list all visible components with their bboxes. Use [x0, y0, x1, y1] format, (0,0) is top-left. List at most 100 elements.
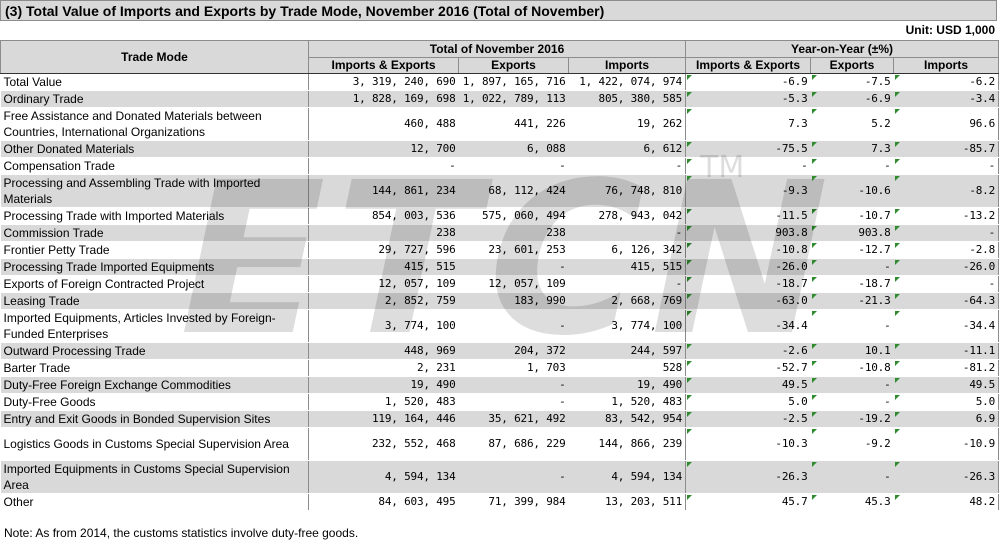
row-label: Processing and Assembling Trade with Imp…	[0, 174, 309, 208]
yoy-exports: -10.7	[810, 207, 894, 225]
yoy-imports-exports: 7.3	[685, 107, 811, 141]
yoy-exports: -	[810, 376, 894, 394]
yoy-exports: 45.3	[810, 493, 894, 511]
yoy-imports: -3.4	[893, 90, 999, 108]
value-imports: -	[568, 275, 686, 293]
yoy-exports: -18.7	[810, 275, 894, 293]
value-imports-exports: 854, 003, 536	[308, 207, 459, 225]
value-exports: -	[458, 376, 569, 394]
unit-label: Unit: USD 1,000	[905, 23, 995, 37]
yoy-exports: -10.6	[810, 174, 894, 208]
value-imports-exports: 415, 515	[308, 258, 459, 276]
value-exports: 1, 703	[458, 359, 569, 377]
table-row: Exports of Foreign Contracted Project 12,…	[0, 275, 999, 293]
value-exports: 441, 226	[458, 107, 569, 141]
yoy-imports: 48.2	[893, 493, 999, 511]
value-imports: 244, 597	[568, 342, 686, 360]
value-imports-exports: 3, 319, 240, 690	[308, 73, 459, 91]
value-exports: 23, 601, 253	[458, 241, 569, 259]
row-label: Duty-Free Foreign Exchange Commodities	[0, 376, 309, 394]
table-row: Duty-Free Foreign Exchange Commodities 19…	[0, 376, 999, 394]
yoy-imports-exports: -	[685, 157, 811, 175]
value-imports: -	[568, 224, 686, 242]
row-label: Compensation Trade	[0, 157, 309, 175]
yoy-imports-exports: 903.8	[685, 224, 811, 242]
yoy-exports: 10.1	[810, 342, 894, 360]
yoy-imports-exports: -2.6	[685, 342, 811, 360]
value-imports: 83, 542, 954	[568, 410, 686, 428]
yoy-imports-exports: -6.9	[685, 73, 811, 91]
table-row: Free Assistance and Donated Materials be…	[0, 107, 999, 141]
row-label: Imported Equipments in Customs Special S…	[0, 460, 309, 494]
value-imports-exports: 29, 727, 596	[308, 241, 459, 259]
header-yoy-exports: Exports	[810, 57, 895, 74]
table-row: Other Donated Materials 12, 700 6, 088 6, 6…	[0, 140, 999, 158]
yoy-imports: -6.2	[893, 73, 999, 91]
yoy-imports: -34.4	[893, 309, 999, 343]
yoy-exports: -10.8	[810, 359, 894, 377]
yoy-exports: -	[810, 258, 894, 276]
value-imports-exports: 119, 164, 446	[308, 410, 459, 428]
value-imports: 76, 748, 810	[568, 174, 686, 208]
value-exports: 1, 897, 165, 716	[458, 73, 569, 91]
yoy-imports-exports: -5.3	[685, 90, 811, 108]
row-label: Logistics Goods in Customs Special Super…	[0, 427, 309, 461]
row-label: Outward Processing Trade	[0, 342, 309, 360]
yoy-imports: 96.6	[893, 107, 999, 141]
yoy-exports: -7.5	[810, 73, 894, 91]
table-row: Other 84, 603, 495 71, 399, 984 13, 203, 51…	[0, 493, 999, 511]
value-imports-exports: 2, 231	[308, 359, 459, 377]
row-label: Other	[0, 493, 309, 511]
yoy-imports: -8.2	[893, 174, 999, 208]
yoy-imports-exports: -26.3	[685, 460, 811, 494]
header-group-total: Total of November 2016	[307, 40, 687, 58]
value-imports: 4, 594, 134	[568, 460, 686, 494]
value-exports: 35, 621, 492	[458, 410, 569, 428]
row-label: Total Value	[0, 73, 309, 91]
header-total-imports-exports: Imports & Exports	[308, 57, 459, 74]
value-exports: -	[458, 258, 569, 276]
header-total-exports: Exports	[458, 57, 569, 74]
yoy-imports: 6.9	[893, 410, 999, 428]
row-label: Leasing Trade	[0, 292, 309, 310]
row-label: Exports of Foreign Contracted Project	[0, 275, 309, 293]
yoy-imports: -13.2	[893, 207, 999, 225]
value-imports-exports: 1, 828, 169, 698	[308, 90, 459, 108]
row-label: Processing Trade with Imported Materials	[0, 207, 309, 225]
table-row: Logistics Goods in Customs Special Super…	[0, 427, 999, 461]
table-row: Entry and Exit Goods in Bonded Supervisi…	[0, 410, 999, 428]
row-label: Duty-Free Goods	[0, 393, 309, 411]
yoy-exports: 7.3	[810, 140, 894, 158]
row-label: Commission Trade	[0, 224, 309, 242]
yoy-imports: -	[893, 224, 999, 242]
table-row: Frontier Petty Trade 29, 727, 596 23, 601,…	[0, 241, 999, 259]
value-imports-exports: 2, 852, 759	[308, 292, 459, 310]
value-exports: 71, 399, 984	[458, 493, 569, 511]
yoy-exports: -19.2	[810, 410, 894, 428]
header-trade-mode: Trade Mode	[0, 40, 309, 74]
yoy-imports: -	[893, 157, 999, 175]
table-row: Processing and Assembling Trade with Imp…	[0, 174, 999, 208]
value-imports-exports: 232, 552, 468	[308, 427, 459, 461]
table-row: Ordinary Trade 1, 828, 169, 698 1, 022, 78…	[0, 90, 999, 108]
row-label: Ordinary Trade	[0, 90, 309, 108]
table-row: Leasing Trade 2, 852, 759 183, 990 2, 668, …	[0, 292, 999, 310]
value-imports-exports: 4, 594, 134	[308, 460, 459, 494]
yoy-imports: -10.9	[893, 427, 999, 461]
value-exports: 183, 990	[458, 292, 569, 310]
value-imports: 805, 380, 585	[568, 90, 686, 108]
yoy-exports: -9.2	[810, 427, 894, 461]
yoy-exports: -12.7	[810, 241, 894, 259]
value-imports-exports: 238	[308, 224, 459, 242]
row-label: Free Assistance and Donated Materials be…	[0, 107, 309, 141]
value-exports: 238	[458, 224, 569, 242]
yoy-exports: -6.9	[810, 90, 894, 108]
yoy-exports: -21.3	[810, 292, 894, 310]
value-exports: -	[458, 460, 569, 494]
table-row: Barter Trade 2, 231 1, 703 528 -52.7 -10.8 -81…	[0, 359, 999, 377]
value-exports: -	[458, 393, 569, 411]
row-label: Barter Trade	[0, 359, 309, 377]
value-imports: -	[568, 157, 686, 175]
value-imports: 2, 668, 769	[568, 292, 686, 310]
yoy-imports-exports: 5.0	[685, 393, 811, 411]
